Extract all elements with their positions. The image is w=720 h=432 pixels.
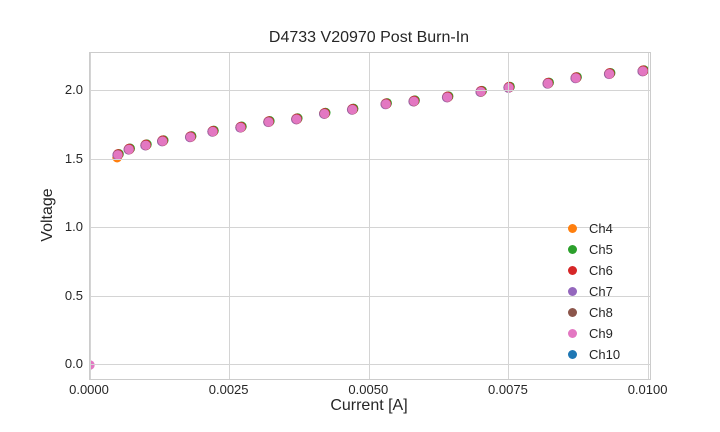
- data-point-ch9: [409, 96, 419, 107]
- data-point-ch9: [185, 132, 196, 142]
- gridline-v-0.01: [648, 53, 650, 379]
- legend-marker-ch5-icon: [568, 245, 577, 254]
- data-point-ch9: [638, 66, 648, 76]
- data-point-ch9: [208, 126, 218, 137]
- data-point-ch9: [442, 92, 453, 102]
- y-tick-label-2.0: 2.0: [64, 81, 83, 97]
- legend-item-ch8: Ch8: [568, 302, 620, 323]
- y-tick-label-1.5: 1.5: [64, 150, 83, 166]
- data-point-ch9: [319, 108, 330, 119]
- gridline-h-1: [90, 227, 650, 229]
- data-point-ch9: [236, 122, 246, 133]
- legend-marker-ch6-icon: [568, 266, 577, 275]
- legend-label: Ch8: [589, 305, 613, 320]
- data-point-ch9: [347, 104, 358, 115]
- data-point-ch9: [264, 117, 274, 127]
- legend-marker-ch10-icon: [568, 350, 577, 359]
- gridline-h-2: [90, 89, 650, 91]
- data-point-ch9: [124, 144, 134, 155]
- legend-label: Ch4: [589, 221, 613, 236]
- x-tick-label-0.0100: 0.0100: [627, 382, 668, 397]
- legend: Ch4 Ch5 Ch6 Ch7 Ch8 Ch9 Ch10: [568, 218, 620, 365]
- legend-label: Ch9: [589, 326, 613, 341]
- legend-item-ch7: Ch7: [568, 281, 620, 302]
- chart-title: D4733 V20970 Post Burn-In: [268, 29, 470, 46]
- legend-marker-ch9-icon: [568, 329, 577, 338]
- legend-label: Ch7: [589, 284, 613, 299]
- data-point-ch9: [141, 140, 151, 150]
- data-point-ch9: [291, 114, 302, 124]
- data-point-ch9: [381, 99, 391, 109]
- legend-item-ch6: Ch6: [568, 260, 620, 281]
- legend-marker-ch8-icon: [568, 308, 577, 317]
- data-point-ch9: [543, 78, 553, 89]
- data-point-ch9: [113, 150, 123, 160]
- legend-label: Ch6: [589, 263, 613, 278]
- gridline-h-0.5: [90, 295, 650, 297]
- x-axis-label: Current [A]: [330, 397, 408, 414]
- x-tick-label-0.0000: 0.0000: [69, 382, 109, 397]
- y-axis-label: Voltage: [39, 188, 56, 242]
- legend-marker-ch7-icon: [568, 287, 577, 296]
- legend-item-ch9: Ch9: [568, 323, 620, 344]
- data-point-ch9: [604, 69, 615, 79]
- gridline-h-0: [90, 364, 650, 366]
- data-point-ch9: [476, 87, 486, 97]
- x-tick-label-0.0050: 0.0050: [348, 382, 389, 397]
- legend-item-ch5: Ch5: [568, 239, 620, 260]
- y-tick-label-0.5: 0.5: [64, 287, 83, 303]
- data-point-ch9: [571, 73, 581, 83]
- legend-label: Ch5: [589, 242, 613, 257]
- y-tick-label-1.0: 1.0: [64, 219, 83, 235]
- legend-item-ch4: Ch4: [568, 218, 620, 239]
- y-tick-label-0.0: 0.0: [64, 356, 83, 372]
- legend-marker-ch4-icon: [568, 224, 577, 233]
- x-tick-label-0.0075: 0.0075: [488, 382, 528, 397]
- gridline-v-0.005: [368, 53, 370, 379]
- x-tick-label-0.0025: 0.0025: [208, 382, 249, 397]
- scatter-points-layer: [90, 65, 649, 370]
- gridline-v-0.0075: [508, 53, 510, 379]
- data-point-ch9: [157, 136, 168, 146]
- gridline-v-0: [90, 53, 91, 379]
- plot-area: [89, 52, 651, 380]
- legend-item-ch10: Ch10: [568, 344, 620, 365]
- gridline-v-0.0025: [229, 53, 231, 379]
- gridline-h-1.5: [90, 158, 650, 160]
- legend-label: Ch10: [589, 347, 621, 362]
